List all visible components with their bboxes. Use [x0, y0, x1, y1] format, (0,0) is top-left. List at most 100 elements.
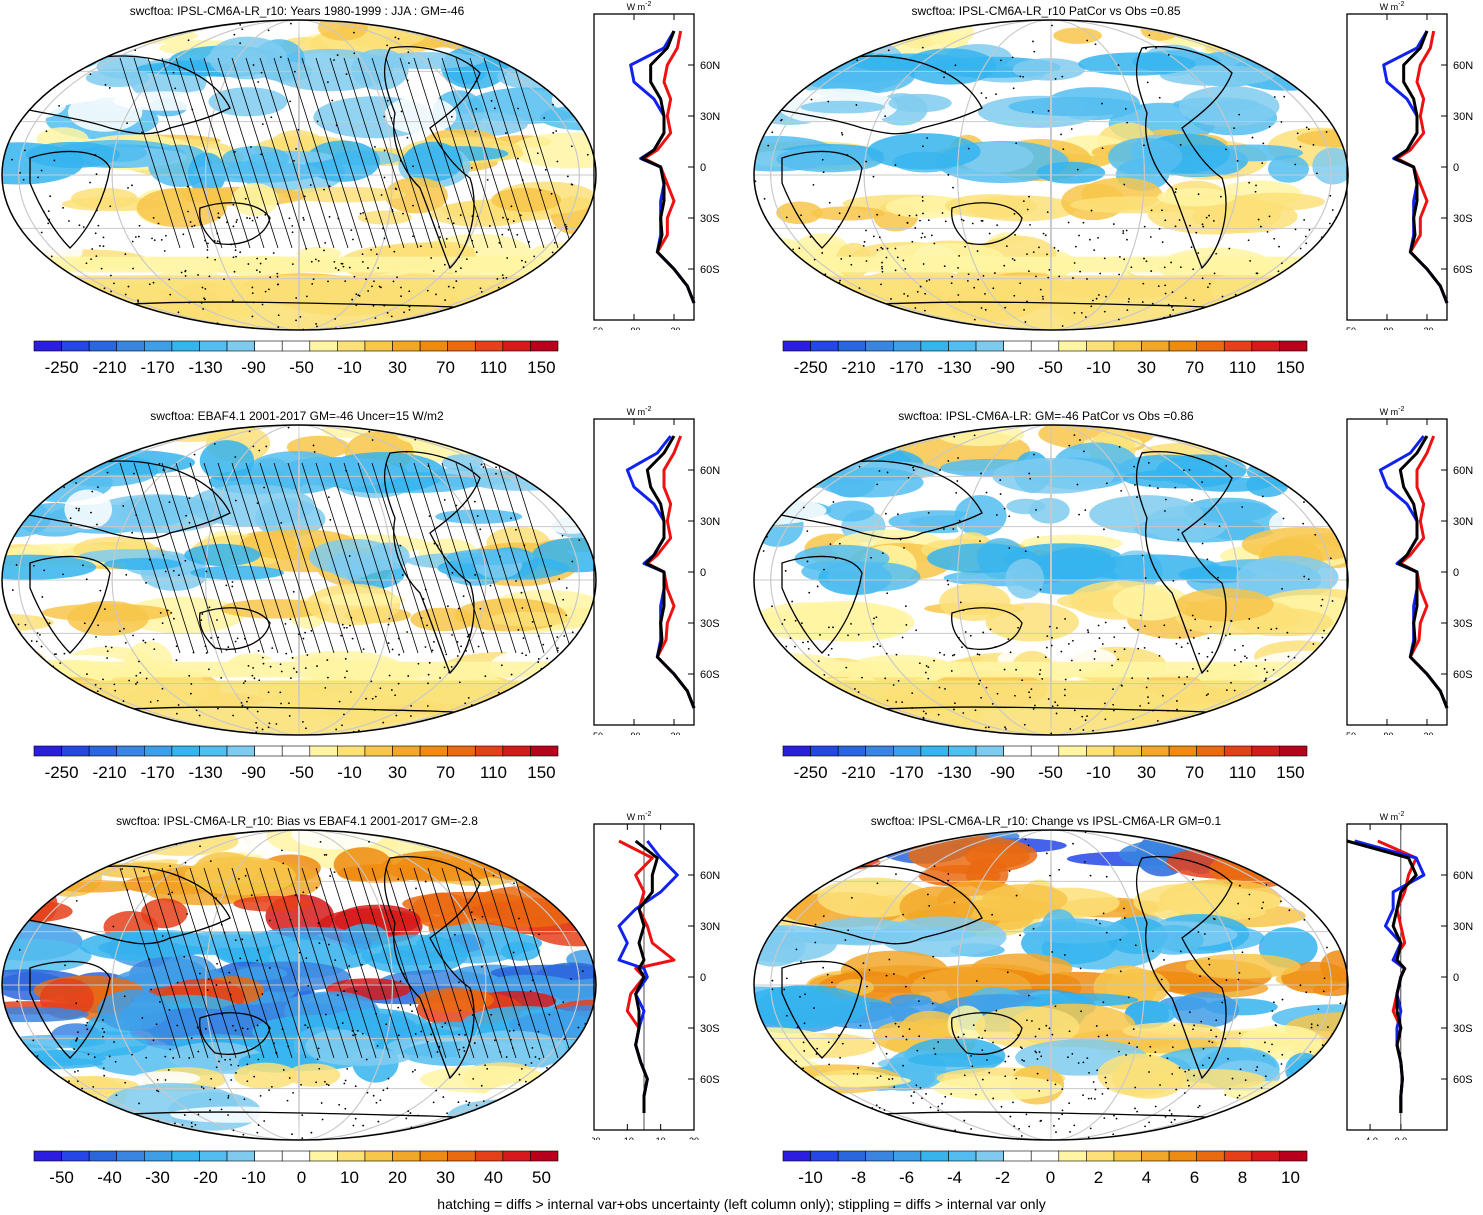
zonal-x-tick-label: -30: [667, 731, 680, 735]
lat-tick-label: 30S: [700, 213, 720, 225]
colorbar-label: -10: [337, 358, 362, 377]
zonal-x-tick-label: -30: [592, 1136, 601, 1140]
colorbar-swatch: [1168, 745, 1197, 757]
colorbar-label: -50: [289, 358, 314, 377]
colorbar-swatch: [226, 745, 255, 757]
colorbar-label: -170: [890, 763, 924, 782]
colorbar-swatch: [33, 340, 62, 352]
colorbar-swatch: [171, 1150, 200, 1162]
colorbar-swatch: [88, 745, 118, 757]
lat-tick-label: 60N: [700, 465, 720, 477]
colorbar-label: 110: [480, 763, 507, 782]
colorbar-swatch: [893, 745, 922, 757]
lat-tick-label: 0: [1453, 972, 1459, 984]
colorbar-swatch: [1141, 1150, 1170, 1162]
colorbar-label: 150: [1276, 358, 1304, 377]
svg-text:W m-2: W m-2: [1380, 406, 1405, 417]
lat-tick-label: 30N: [700, 111, 720, 123]
colorbar-swatch: [1086, 340, 1115, 352]
zonal-mean-plot: W m-2 60N 30N 0 30S 60S -150 -90 -30: [1345, 406, 1473, 735]
colorbar-swatch: [1168, 340, 1197, 352]
colorbar-label: -10: [1086, 763, 1111, 782]
lat-tick-label: 30N: [700, 921, 720, 933]
series-black-line: [634, 839, 659, 1113]
zonal-x-tick-label: 0.0: [1395, 1136, 1408, 1140]
colorbar-swatch: [1113, 745, 1142, 757]
colorbar-swatch: [1058, 1150, 1087, 1162]
colorbar-swatch: [948, 1150, 977, 1162]
colorbar-swatch: [88, 1150, 118, 1162]
svg-text:W m-2: W m-2: [1380, 811, 1405, 822]
lat-tick-label: 30N: [1453, 111, 1473, 123]
colorbar-swatch: [309, 745, 338, 757]
colorbar-swatch: [337, 340, 366, 352]
colorbar-swatch: [1168, 1150, 1197, 1162]
colorbar-label: -50: [1038, 358, 1063, 377]
colorbar-swatch: [1030, 340, 1060, 352]
zonal-x-tick-label: -90: [1380, 326, 1393, 330]
colorbar-label: -250: [794, 358, 828, 377]
colorbar-label: 10: [340, 1168, 359, 1187]
zonal-x-tick-label: -90: [1380, 731, 1393, 735]
colorbar-swatch: [920, 1150, 949, 1162]
colorbar-swatch: [948, 745, 977, 757]
colorbar-swatch: [226, 340, 255, 352]
colorbar-label: 150: [527, 358, 555, 377]
colorbar-swatch: [810, 1150, 839, 1162]
panel-title: swcftoa: IPSL-CM6A-LR_r10: Years 1980-19…: [129, 4, 465, 18]
colorbar-swatch: [782, 745, 811, 757]
colorbar-swatch: [33, 745, 62, 757]
colorbar-label: 2: [1094, 1168, 1103, 1187]
zonal-x-tick-label: -150: [592, 731, 603, 735]
zonal-x-tick-label: -10: [621, 1136, 634, 1140]
colorbar-swatch: [1003, 340, 1032, 352]
colorbar-label: -130: [938, 358, 972, 377]
colorbar-swatch: [1113, 1150, 1142, 1162]
colorbar-swatch: [865, 745, 894, 757]
colorbar-label: -210: [93, 358, 127, 377]
colorbar-label: 30: [388, 763, 407, 782]
colorbar-swatch: [1279, 340, 1308, 352]
colorbar-swatch: [1141, 745, 1170, 757]
colorbar-swatch: [1223, 1150, 1253, 1162]
lat-tick-label: 60N: [700, 870, 720, 882]
colorbar-label: 70: [1185, 358, 1204, 377]
colorbar-swatch: [920, 745, 949, 757]
colorbar-label: 50: [532, 1168, 551, 1187]
colorbar-label: -10: [337, 763, 362, 782]
panel-2: swcftoa: IPSL-CM6A-LR_r10 PatCor vs Obs …: [742, 0, 1482, 405]
colorbar-label: -90: [241, 763, 266, 782]
lat-tick-label: 30S: [1453, 618, 1473, 630]
colorbar-label: -130: [189, 763, 223, 782]
colorbar-swatch: [419, 745, 448, 757]
colorbar-label: -210: [93, 763, 127, 782]
colorbar-label: -50: [1038, 763, 1063, 782]
series-black-line: [1397, 435, 1449, 709]
colorbar-label: 6: [1190, 1168, 1199, 1187]
lat-tick-label: 30N: [1453, 921, 1473, 933]
lat-tick-label: 60S: [700, 1074, 720, 1086]
colorbar-label: -250: [794, 763, 828, 782]
colorbar-swatch: [392, 745, 421, 757]
colorbar-label: 30: [436, 1168, 455, 1187]
colorbar-swatch: [1141, 340, 1170, 352]
colorbar-swatch: [199, 745, 228, 757]
colorbar-swatch: [1058, 340, 1087, 352]
zonal-x-tick-label: -150: [1345, 731, 1356, 735]
zonal-mean-plot: W m-2 60N 30N 0 30S 60S -150 -90 -30: [592, 1, 720, 330]
colorbar-swatch: [1251, 1150, 1280, 1162]
colorbar-swatch: [392, 1150, 421, 1162]
colorbar-label: 30: [1137, 763, 1156, 782]
svg-text:W m-2: W m-2: [627, 811, 652, 822]
colorbar-label: -250: [45, 358, 79, 377]
colorbar-swatch: [893, 340, 922, 352]
svg-text:W m-2: W m-2: [627, 406, 652, 417]
colorbar-label: 20: [388, 1168, 407, 1187]
colorbar-label: 70: [1185, 763, 1204, 782]
colorbar-swatch: [171, 340, 200, 352]
lat-tick-label: 30S: [1453, 1023, 1473, 1035]
colorbar-swatch: [1196, 1150, 1225, 1162]
lat-tick-label: 30N: [700, 516, 720, 528]
lat-tick-label: 60S: [1453, 669, 1473, 681]
colorbar-label: -90: [990, 358, 1015, 377]
